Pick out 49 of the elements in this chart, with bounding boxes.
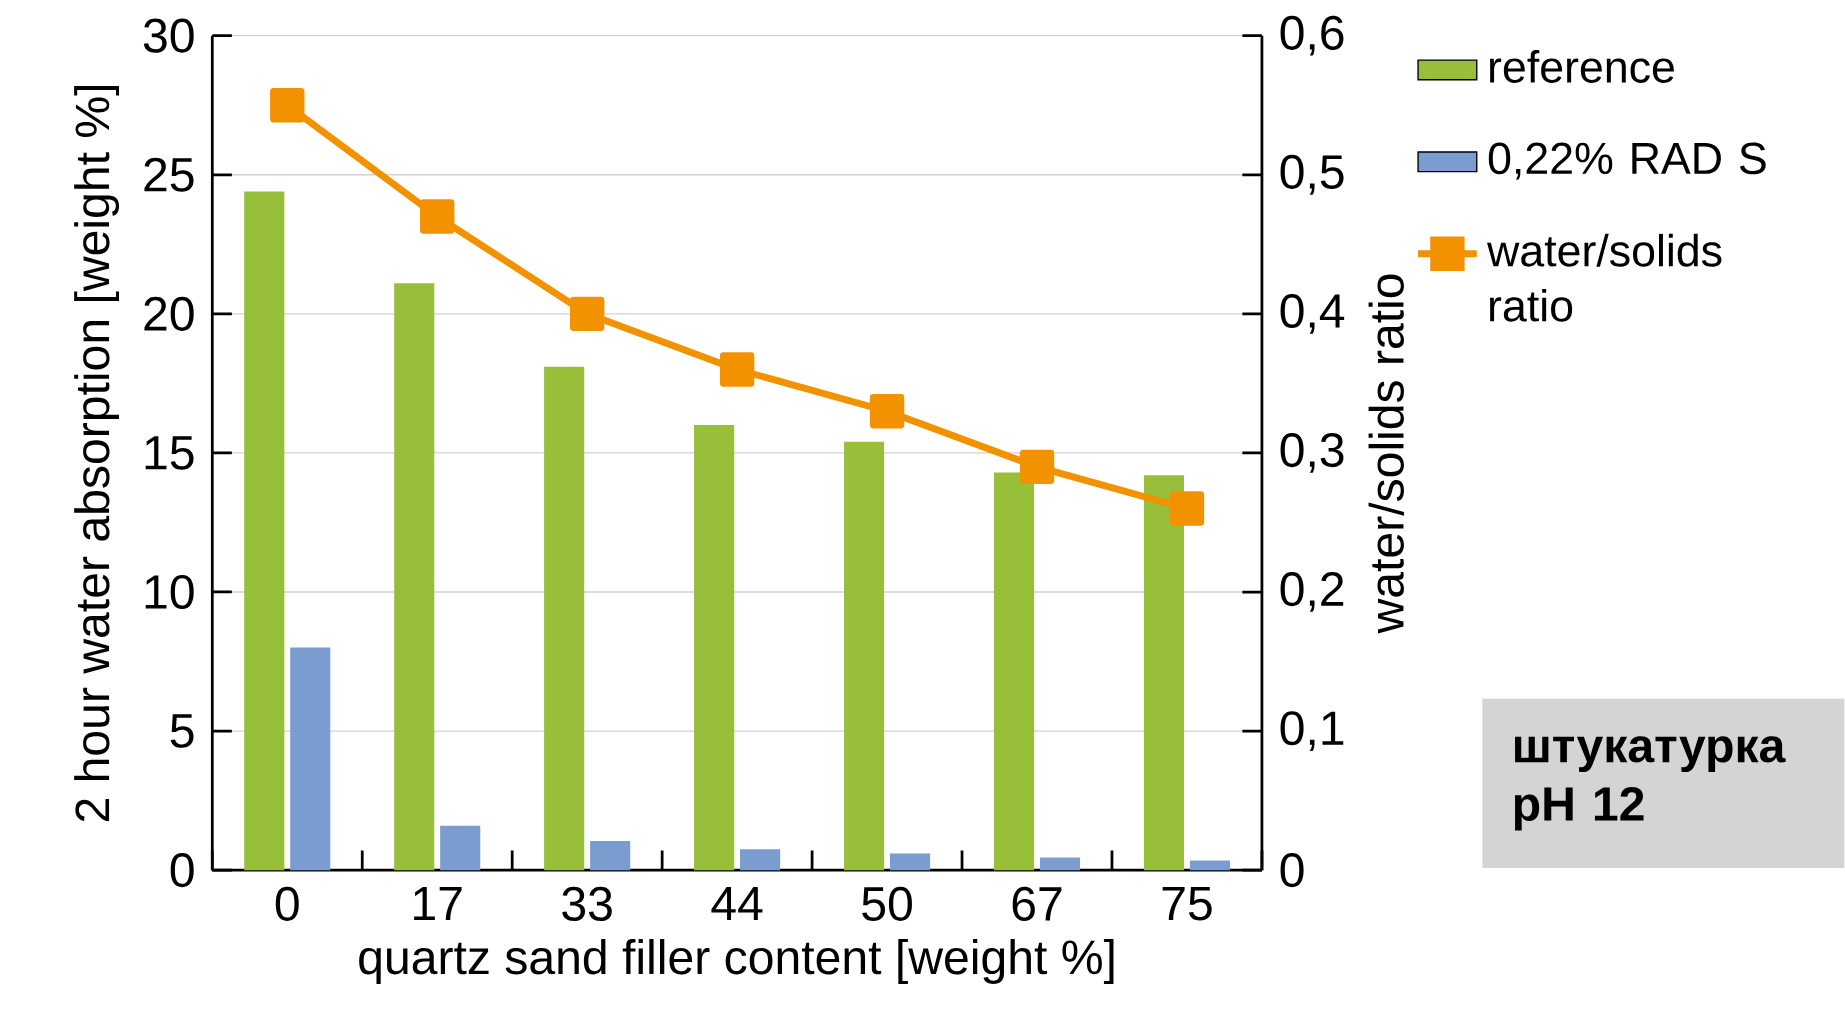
point [869,394,905,429]
bar [993,472,1035,871]
point [420,199,455,234]
y2-tick-label: 0,4 [1280,294,1345,334]
y2-tick-label: 0,2 [1280,572,1344,613]
bar [740,849,781,871]
bar [590,841,631,871]
bar [694,425,735,871]
legend-label: reference [1490,50,1674,84]
bar [1039,857,1081,871]
point [569,296,605,332]
x-tick-label: 44 [711,887,763,921]
bar [889,853,931,871]
bar [394,283,435,871]
point [1019,449,1055,485]
y2-axis-title: water/solids ratio [1368,274,1404,634]
x-tick-label: 0 [275,887,299,922]
bar [1189,860,1230,871]
x-axis-title: quartz sand filler content [weight %] [359,939,1114,985]
x-tick-label: 17 [414,887,462,921]
y2-tick-label: 0,3 [1280,433,1344,474]
y-tick-label: 0 [170,853,194,888]
y-tick-label: 15 [145,436,194,470]
bar [544,366,585,871]
bar [844,442,885,871]
y-tick-label: 30 [143,18,194,53]
y2-tick-label: 0 [1280,853,1304,888]
y-tick-label: 25 [144,157,194,193]
x-tick-label: 33 [562,887,612,922]
bar [1143,475,1185,871]
x-tick-label: 67 [1012,887,1062,922]
x-tick-label: 50 [862,887,912,922]
y-tick-label: 5 [170,714,194,749]
y-axis-title: 2 hour water absorption [weight %] [74,86,120,822]
bar [290,647,331,871]
y2-tick-label: 0,6 [1280,16,1344,56]
y-tick-label: 20 [144,297,194,332]
point [270,88,305,123]
legend-label: 0,22% RAD S [1488,142,1766,180]
legend-label: water/solids ratio [1487,234,1722,322]
y-tick-label: 10 [145,575,194,610]
point [1169,491,1205,526]
bar [440,825,481,871]
text: штукатурка pH 12 [1514,736,1786,831]
x-tick-label: 75 [1162,887,1212,921]
y2-tick-label: 0,1 [1280,711,1344,752]
y2-tick-label: 0,5 [1280,155,1344,195]
bar [244,191,285,871]
point [719,352,755,387]
